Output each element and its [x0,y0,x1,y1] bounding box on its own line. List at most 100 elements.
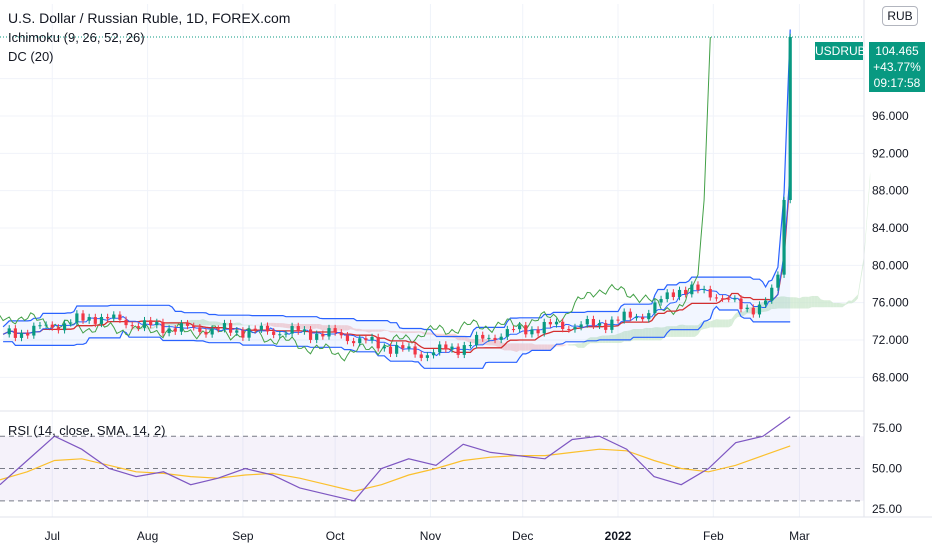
candle-body [677,289,682,297]
ichimoku-cloud-segment [405,331,409,334]
bar-countdown: 09:17:58 [873,76,921,90]
ichimoku-cloud-segment [802,296,806,309]
candle-body [647,313,651,320]
ichimoku-cloud-segment [378,329,382,332]
candle-body [665,292,669,300]
currency-button[interactable]: RUB [882,6,918,26]
ichimoku-cloud-segment [685,325,689,337]
ichimoku-cloud-segment [199,319,203,326]
ichimoku-cloud-segment [209,321,213,326]
candle-body [136,326,140,328]
candle-body [358,338,362,344]
candle-body [641,317,645,320]
ichimoku-cloud-segment [396,331,400,333]
rsi-tick-label: 75.00 [872,421,902,435]
ichimoku-cloud-segment [301,323,305,330]
candle-body [278,334,282,336]
ichimoku-cloud-segment [365,329,369,333]
candle-body [413,346,417,355]
rsi-legend[interactable]: RSI (14, close, SMA, 14, 2) [8,423,166,438]
candle-body [290,326,294,334]
candle-body [333,328,337,333]
donchian-legend[interactable]: DC (20) [8,49,54,64]
candle-body [671,292,675,297]
ichimoku-cloud-segment [571,343,575,346]
ichimoku-cloud-segment [805,296,809,309]
ichimoku-lagging-span [0,36,711,362]
candle-body [388,346,393,354]
candle-body [124,319,128,326]
candle-body [315,333,319,340]
ichimoku-cloud-segment [574,343,579,348]
candle-body [204,331,208,335]
candle-body [628,311,632,318]
ichimoku-cloud-segment [704,321,708,330]
candle-body [161,321,165,334]
candle-body [130,325,134,327]
candle-body [382,346,386,349]
ichimoku-cloud-segment [611,334,615,344]
candle-body [253,328,257,330]
ichimoku-cloud-segment [279,323,283,328]
ichimoku-cloud-segment [212,321,216,326]
ichimoku-cloud-segment [525,343,529,351]
ichimoku-cloud-segment [270,322,274,327]
ichimoku-cloud-segment [368,329,373,333]
ichimoku-cloud-segment [384,329,388,331]
candle-body [462,345,466,355]
candle-body [308,329,313,340]
candle-body [62,323,67,331]
ichimoku-cloud-segment [236,322,240,326]
ichimoku-cloud-segment [535,344,539,351]
ichimoku-cloud-segment [412,331,416,333]
candle-body [419,354,423,358]
candle-body [235,330,239,333]
ichimoku-cloud-segment [817,295,821,308]
ichimoku-cloud-segment [522,343,526,351]
ichimoku-cloud-segment [313,323,317,329]
candle-body [210,328,214,335]
candle-body [302,329,306,332]
ichimoku-cloud-segment [568,344,572,346]
candle-body [296,326,300,332]
candle-body [192,325,196,328]
ichimoku-cloud-segment [510,343,514,352]
ichimoku-cloud-segment [624,330,628,342]
ichimoku-cloud-segment [516,343,520,353]
ichimoku-cloud-segment [608,334,612,344]
ichimoku-cloud-segment [716,319,720,328]
candle-body [118,314,122,320]
candle-body [438,344,442,353]
ichimoku-cloud-segment [578,343,582,348]
ichimoku-cloud-segment [790,297,794,309]
x-tick-label: Oct [326,529,345,543]
ichimoku-cloud-segment [341,325,345,331]
candle-body [591,318,596,326]
ichimoku-cloud-segment [719,319,723,328]
ichimoku-cloud-segment [307,323,311,329]
ichimoku-cloud-segment [464,336,468,342]
candle-body [770,287,774,301]
candle-body [75,313,79,323]
x-tick-label: 2022 [605,529,632,543]
ichimoku-legend[interactable]: Ichimoku (9, 26, 52, 26) [8,30,145,45]
y-tick-label: 92.000 [872,146,909,160]
candle-body [56,327,61,331]
ichimoku-cloud-segment [820,299,825,308]
candle-body [776,274,780,288]
y-tick-label: 88.000 [872,184,909,198]
candle-body [265,325,270,332]
ichimoku-cloud-segment [196,319,200,326]
ichimoku-cloud-segment [390,330,394,333]
ichimoku-cloud-segment [867,172,871,221]
ichimoku-cloud-segment [421,331,425,335]
candle-body [597,323,602,326]
x-tick-label: Nov [420,529,441,543]
candle-body [93,317,97,324]
rsi-ma-line [0,445,791,492]
candle-body [395,345,399,354]
ichimoku-cloud-segment [565,344,569,346]
ichimoku-cloud-segment [682,324,686,337]
ichimoku-cloud-segment [513,343,517,353]
